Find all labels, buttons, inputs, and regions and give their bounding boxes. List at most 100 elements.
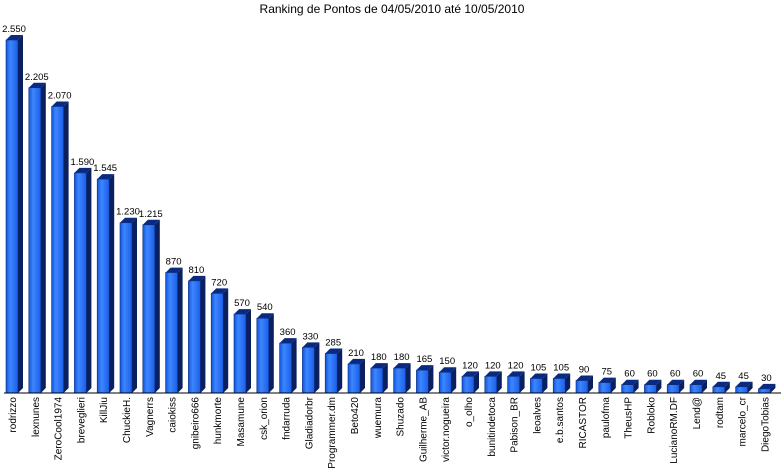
bar-DiegoTobias [758,383,776,394]
category-label: leoalves [532,397,543,434]
bar-top-face [97,174,115,180]
bar-csk_orion [256,313,274,394]
bar-side-face [382,363,388,393]
value-label: 1.230 [116,207,140,218]
category-label: o_olho [464,397,475,427]
value-label: 330 [302,331,318,342]
category-label: Shuzado [396,397,407,437]
bar-front-face [735,386,748,394]
bar-front-face [96,178,110,394]
bar-top-face [462,371,479,377]
bar-Guilherme_AB [416,365,434,394]
bar-side-face [405,363,411,393]
bar-side-face [154,219,160,393]
bar-side-face [268,313,274,393]
value-label: 105 [530,362,546,373]
bar-side-face [132,217,137,393]
value-label: 60 [670,369,681,380]
value-label: 45 [716,371,727,382]
bar-top-face [598,377,616,383]
bar-front-face [712,386,726,394]
bar-front-face [5,39,19,394]
category-label: e.b.santos [555,397,566,443]
value-label: 1.590 [71,157,95,168]
bar-side-face [109,174,115,393]
category-label: hunkmorte [213,397,224,445]
bar-side-face [223,288,229,393]
bar-top-face [439,367,457,373]
bar-top-face [735,381,753,387]
bar-Vagnerrs [142,219,160,394]
bar-Lend@ [689,379,707,394]
bar-side-face [200,275,206,393]
value-label: 2.550 [2,24,26,35]
value-label: 165 [416,354,432,365]
bar-side-face [610,377,616,393]
bar-side-face [246,309,251,393]
category-labels-layer: rodrizzo lexnunes ZeroCool1974 breveglieri K… [8,396,771,468]
category-label: DiegoTobias [760,397,771,452]
bar-LucianoRM.DF [666,379,685,394]
bar-side-face [474,371,479,393]
bar-KillJiu [96,174,115,394]
bar-front-face [461,376,475,394]
bar-front-face [302,347,315,394]
bar-side-face [428,365,434,393]
bar-side-face [86,167,92,393]
category-label: bunitindetoca [487,397,498,457]
category-label: gnibeiro666 [190,397,201,450]
bar-front-face [51,106,64,394]
bar-ChuckieH. [119,217,137,394]
category-label: paulofma [601,397,612,439]
category-label: Pabison_BR [510,397,521,453]
bar-front-face [256,317,270,394]
value-label: 285 [325,338,341,349]
bar-front-face [689,384,703,394]
bar-top-face [416,365,434,371]
value-label: 105 [553,362,569,373]
category-label: LucianoRM.DF [669,397,680,464]
bar-front-face [416,369,429,394]
value-label: 810 [188,265,204,276]
bar-gnibeiro666 [188,275,206,394]
bar-side-face [360,358,365,393]
category-label: Gladiadorbr [304,396,315,449]
category-label: KillJiu [99,397,110,423]
bar-lexnunes [28,82,46,394]
value-label: 2.070 [48,90,72,101]
bar-leoalves [530,373,548,394]
bar-side-face [542,373,548,393]
value-label: 120 [485,360,501,371]
bar-front-face [74,172,87,394]
bar-front-face [484,376,498,394]
value-label: 60 [624,369,635,380]
bar-fndarruda [279,338,297,394]
bar-top-face [576,375,593,381]
value-label: 120 [508,360,524,371]
category-label: ChuckieH. [122,397,133,443]
value-label: 2.205 [25,72,49,83]
bar-Shuzado [393,363,411,394]
bar-top-face [120,217,137,223]
bar-side-face [519,371,525,393]
bar-front-face [598,382,612,394]
bar-side-face [291,338,297,393]
bar-top-face [6,35,23,40]
bar-front-face [758,388,771,394]
value-label: 360 [280,327,296,338]
bar-TheusHP [621,379,639,394]
bar-top-face [256,313,274,319]
value-label: 540 [257,302,273,313]
bar-side-face [679,379,685,393]
value-label: 1.215 [139,209,163,220]
category-label: rodrizzo [8,397,19,433]
bar-top-face [234,309,251,315]
bar-top-face [165,267,183,273]
bar-front-face [438,371,452,394]
bar-front-face [347,363,361,394]
bar-top-face [644,379,662,385]
bar-side-face [337,348,343,393]
category-label: wuemura [373,397,384,440]
bar-side-face [565,373,571,393]
bar-victor.nogueira [438,367,457,394]
